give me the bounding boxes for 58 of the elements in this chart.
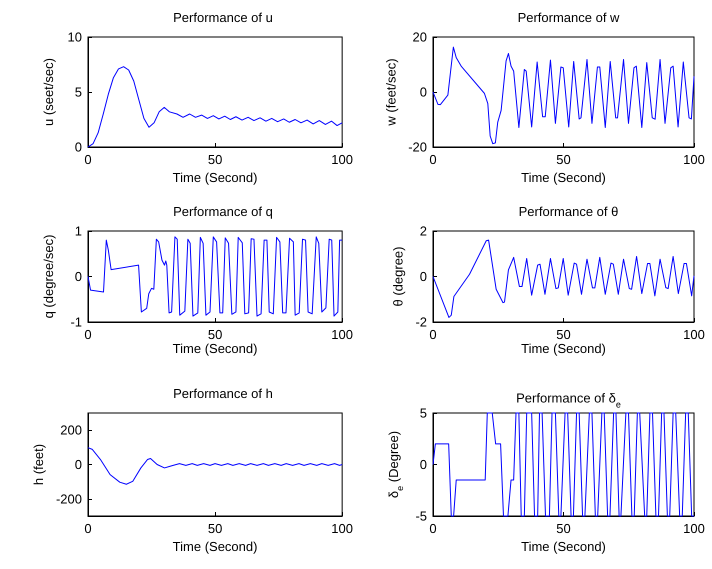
y-tick-label: -200 <box>56 491 82 506</box>
chart-title: Performance of h <box>173 386 273 401</box>
x-tick-label: 100 <box>331 521 354 536</box>
x-tick-label: 50 <box>208 327 222 342</box>
x-tick-label: 50 <box>556 327 571 342</box>
line-series <box>432 46 694 144</box>
x-tick-label: 50 <box>556 521 571 536</box>
x-tick-label: 0 <box>429 521 437 536</box>
y-tick-label: 10 <box>68 30 82 44</box>
y-tick-label: 5 <box>420 406 427 420</box>
x-axis-title: Time (Second) <box>521 341 606 356</box>
chart-title: Performance of θ <box>518 204 618 219</box>
x-tick-label: 0 <box>429 152 437 167</box>
y-tick-label: -5 <box>415 508 427 524</box>
x-tick-label: 0 <box>84 521 92 536</box>
y-tick-label: 0 <box>74 269 82 284</box>
chart-title: Performance of q <box>173 204 273 219</box>
y-axis-title: w (feet/sec) <box>383 58 398 127</box>
y-tick-label: 0 <box>420 457 427 472</box>
x-tick-label: 0 <box>429 327 437 342</box>
y-tick-label: 5 <box>74 84 82 100</box>
chart-title: Performance of u <box>173 10 273 25</box>
y-tick-label: 2 <box>420 224 427 238</box>
x-axis-title: Time (Second) <box>172 170 258 185</box>
x-tick-label: 50 <box>556 152 571 167</box>
line-series <box>88 236 343 317</box>
x-tick-label: 100 <box>331 152 354 167</box>
y-tick-label: 0 <box>74 140 82 154</box>
x-tick-label: 100 <box>683 152 705 167</box>
y-tick-label: 0 <box>420 269 427 284</box>
x-tick-label: 100 <box>683 327 705 342</box>
x-tick-label: 50 <box>208 521 222 536</box>
x-tick-label: 0 <box>84 152 92 167</box>
y-tick-label: -1 <box>70 314 82 330</box>
line-series <box>432 412 694 516</box>
x-tick-label: 100 <box>331 327 354 342</box>
y-axis-title: θ (degree) <box>390 246 406 306</box>
x-axis-title: Time (Second) <box>521 170 606 185</box>
y-tick-label: 0 <box>74 457 82 472</box>
x-axis-title: Time (Second) <box>172 538 258 554</box>
line-series <box>432 240 694 318</box>
y-tick-label: 1 <box>74 224 82 238</box>
y-axis-title: δe (Degree) <box>386 430 406 498</box>
y-axis-title: q (degree/sec) <box>41 234 56 318</box>
y-tick-label: 200 <box>60 422 82 438</box>
y-tick-label: -2 <box>415 314 427 330</box>
y-tick-label: 0 <box>420 84 427 100</box>
y-tick-label: 20 <box>412 30 427 44</box>
y-axis-title: u (seet/sec) <box>41 58 56 126</box>
y-tick-label: -20 <box>408 140 427 154</box>
x-tick-label: 0 <box>84 327 92 342</box>
x-tick-label: 100 <box>683 521 705 536</box>
x-tick-label: 50 <box>208 152 222 167</box>
line-series <box>88 447 343 485</box>
x-axis-title: Time (Second) <box>172 341 258 356</box>
y-axis-title: h (feet) <box>31 444 46 486</box>
chart-title: Performance of w <box>518 10 620 25</box>
x-axis-title: Time (Second) <box>521 538 606 554</box>
